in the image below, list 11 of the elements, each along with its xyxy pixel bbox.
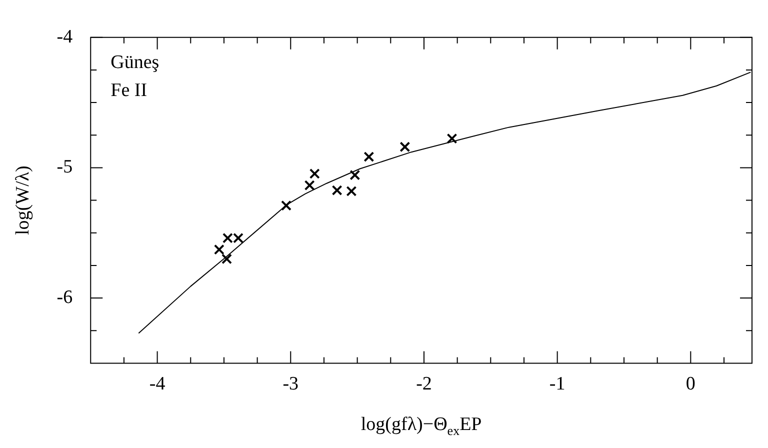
y-tick-label: -4 [56, 26, 74, 48]
annotation: Fe II [110, 80, 148, 101]
annotation: Güneş [110, 52, 160, 73]
x-tick-label: -2 [416, 374, 432, 395]
x-tick-label: 0 [686, 374, 696, 395]
x-tick-label: -4 [149, 374, 166, 395]
y-tick-label: -6 [56, 287, 73, 308]
y-axis-title: log(W/λ) [12, 166, 34, 235]
x-tick-label: -3 [282, 374, 299, 395]
x-tick-label: -1 [549, 374, 566, 395]
y-tick-label: -5 [56, 156, 73, 178]
